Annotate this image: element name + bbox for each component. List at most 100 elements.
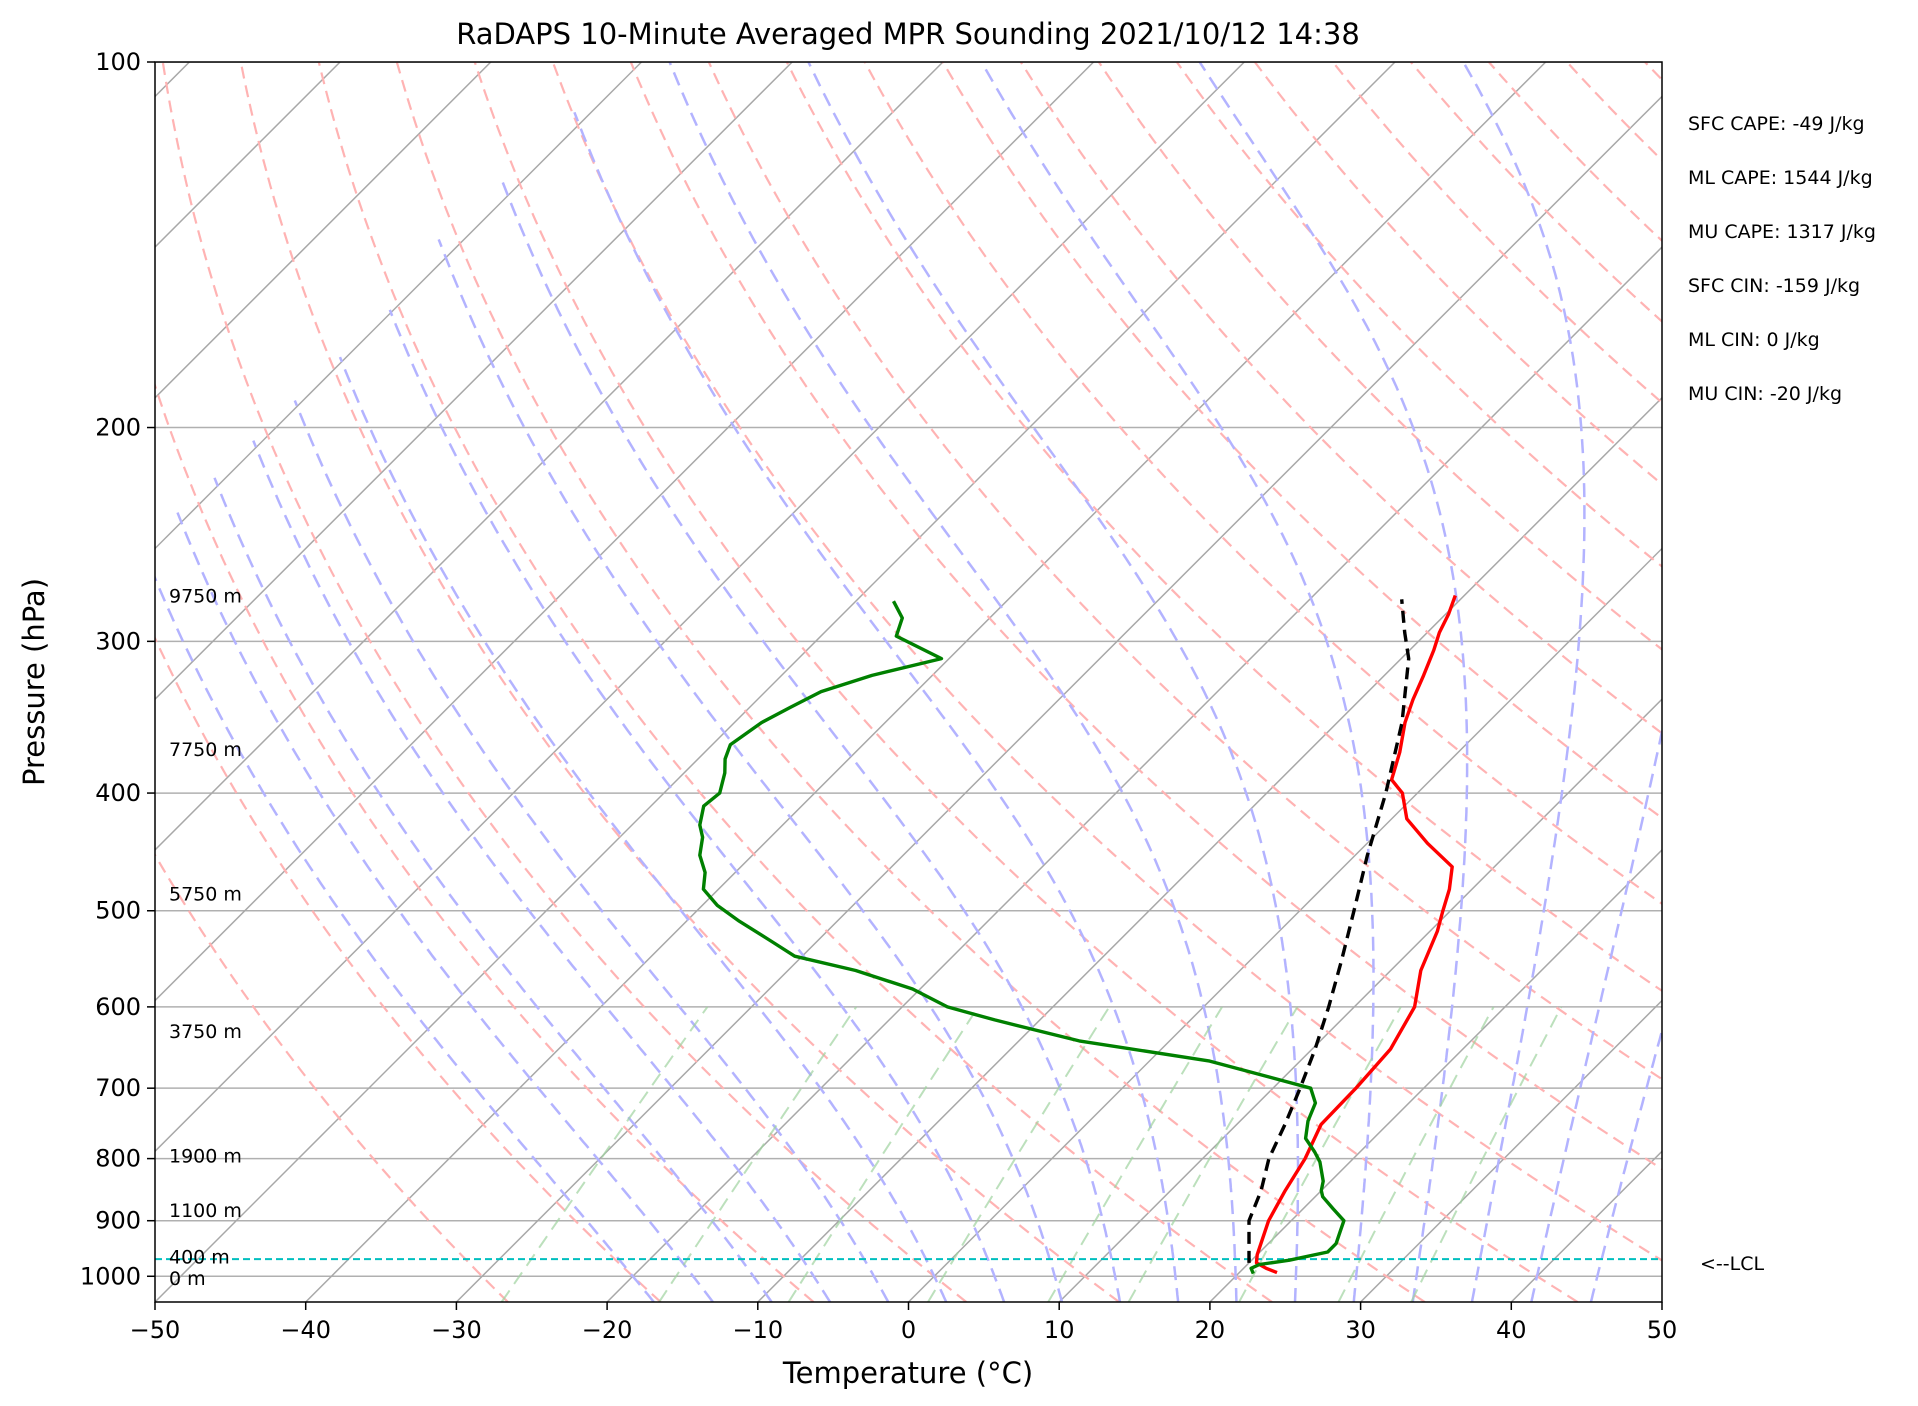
height-label: 9750 m xyxy=(169,585,242,607)
y-tick-label: 400 xyxy=(95,779,141,807)
dry-adiabat-50 xyxy=(551,62,1662,1262)
moist-adiabat--4 xyxy=(293,400,890,1302)
isotherm-30 xyxy=(1360,999,1662,1302)
isotherm-10 xyxy=(1058,698,1662,1302)
x-tick-label: 0 xyxy=(901,1316,916,1344)
dry-adiabat--30 xyxy=(155,852,509,1302)
moist-adiabat-4 xyxy=(388,309,1006,1302)
isotherm--110 xyxy=(155,62,492,399)
moist-adiabat-28 xyxy=(980,62,1375,1302)
stability-index: MU CAPE: 1317 J/kg xyxy=(1688,221,1876,243)
mixing-ratio-2 xyxy=(787,1006,980,1302)
dry-adiabat-170 xyxy=(1487,62,1662,243)
stability-indices: SFC CAPE: -49 J/kg ML CAPE: 1544 J/kg MU C… xyxy=(1688,113,1876,405)
stability-index: SFC CAPE: -49 J/kg xyxy=(1688,113,1865,135)
dry-adiabat-160 xyxy=(1409,62,1662,323)
y-tick-label: 900 xyxy=(95,1207,141,1235)
dry-adiabat-130 xyxy=(1175,62,1662,568)
y-tick-label: 200 xyxy=(95,414,141,442)
dry-adiabat-10 xyxy=(239,62,1120,1302)
isotherm--30 xyxy=(455,95,1662,1302)
y-axis-title: Pressure (hPa) xyxy=(17,578,51,786)
isotherm-20 xyxy=(1209,848,1662,1302)
y-axis: 1000 900 800 700 600 500 400 300 200 100 xyxy=(80,48,155,1290)
dry-adiabat-100 xyxy=(941,62,1662,820)
height-labels: 9750 m 7750 m 5750 m 3750 m 1900 m 1100 m 400 … xyxy=(169,585,242,1289)
isotherm-40 xyxy=(1510,1150,1662,1302)
dry-adiabat-200 xyxy=(1723,62,1918,1302)
isotherm--100 xyxy=(155,62,643,550)
moist-adiabat-32 xyxy=(1198,62,1469,1302)
height-label: 0 m xyxy=(169,1268,206,1290)
moist-adiabat-20 xyxy=(668,62,1238,1302)
x-tick-label: 30 xyxy=(1345,1316,1376,1344)
dry-adiabat-40 xyxy=(473,62,1579,1302)
dewpoint-profile xyxy=(698,600,1346,1275)
dry-adiabat-180 xyxy=(1566,62,1662,162)
moist-adiabat-24 xyxy=(807,62,1300,1302)
isotherm--60 xyxy=(155,62,1245,1153)
stability-index: MU CIN: -20 J/kg xyxy=(1688,383,1842,405)
moist-adiabat--20 xyxy=(155,574,655,1302)
moist-adiabat-12 xyxy=(500,179,1122,1302)
height-label: 5750 m xyxy=(169,884,242,906)
dry-adiabat-140 xyxy=(1253,62,1662,486)
dry-adiabat-80 xyxy=(785,62,1662,993)
dry-adiabat-190 xyxy=(1644,62,1662,82)
y-tick-label: 300 xyxy=(95,627,141,655)
x-tick-label: 10 xyxy=(1044,1316,1075,1344)
x-tick-label: −20 xyxy=(582,1316,633,1344)
isotherm--90 xyxy=(155,62,793,701)
x-tick-label: 40 xyxy=(1496,1316,1527,1344)
dry-adiabat-30 xyxy=(395,62,1426,1302)
y-tick-label: 1000 xyxy=(80,1262,141,1290)
y-tick-label: 500 xyxy=(95,897,141,925)
mixing-ratio-7 xyxy=(1047,1006,1223,1302)
background-lines xyxy=(155,62,1918,1302)
x-tick-label: −40 xyxy=(280,1316,331,1344)
parcel-profile xyxy=(1247,599,1411,1263)
mixing-ratio-16 xyxy=(1238,1006,1402,1302)
mixing-ratio-0.4 xyxy=(500,1006,709,1302)
moist-adiabat-8 xyxy=(437,238,1064,1302)
moist-adiabat--12 xyxy=(213,477,773,1302)
height-label: 400 m xyxy=(169,1246,230,1268)
height-label: 3750 m xyxy=(169,1021,242,1043)
sounding-series xyxy=(155,594,1662,1275)
mixing-ratio-10 xyxy=(1127,1006,1299,1302)
dry-adiabat-0 xyxy=(161,62,967,1302)
x-tick-label: −50 xyxy=(130,1316,181,1344)
chart-title: RaDAPS 10-Minute Averaged MPR Sounding 2… xyxy=(456,17,1360,51)
stability-index: ML CAPE: 1544 J/kg xyxy=(1688,167,1873,189)
stability-index: SFC CIN: -159 J/kg xyxy=(1688,275,1860,297)
isotherm-0 xyxy=(907,547,1662,1302)
isotherm--40 xyxy=(305,62,1547,1302)
temperature-profile xyxy=(1254,594,1457,1275)
dry-adiabat--10 xyxy=(155,382,815,1302)
isotherm--20 xyxy=(606,246,1662,1302)
moist-adiabat-36 xyxy=(1462,62,1586,1302)
x-tick-label: 20 xyxy=(1195,1316,1226,1344)
lcl-label: <--LCL xyxy=(1700,1253,1764,1275)
mixing-ratio-24 xyxy=(1337,1006,1495,1302)
moist-adiabat-40 xyxy=(1530,725,1662,1302)
dry-adiabat-150 xyxy=(1331,62,1662,405)
moist-adiabat-44 xyxy=(1589,1026,1662,1302)
moist-adiabat--8 xyxy=(252,440,832,1302)
height-label: 7750 m xyxy=(169,739,242,761)
dry-adiabat-120 xyxy=(1097,62,1662,651)
x-axis: −50 −40 −30 −20 −10 0 10 20 30 40 50 xyxy=(130,1302,1677,1344)
x-tick-label: −10 xyxy=(732,1316,783,1344)
x-tick-label: −30 xyxy=(431,1316,482,1344)
isotherm--80 xyxy=(155,62,944,851)
isotherm--120 xyxy=(155,62,341,249)
y-tick-label: 700 xyxy=(95,1074,141,1102)
y-tick-label: 600 xyxy=(95,993,141,1021)
moist-adiabat--16 xyxy=(176,512,714,1302)
mixing-ratio-1 xyxy=(658,1006,858,1302)
mixing-ratio-32 xyxy=(1410,1006,1563,1302)
dry-adiabat--20 xyxy=(155,635,662,1302)
y-tick-label: 100 xyxy=(95,48,141,76)
